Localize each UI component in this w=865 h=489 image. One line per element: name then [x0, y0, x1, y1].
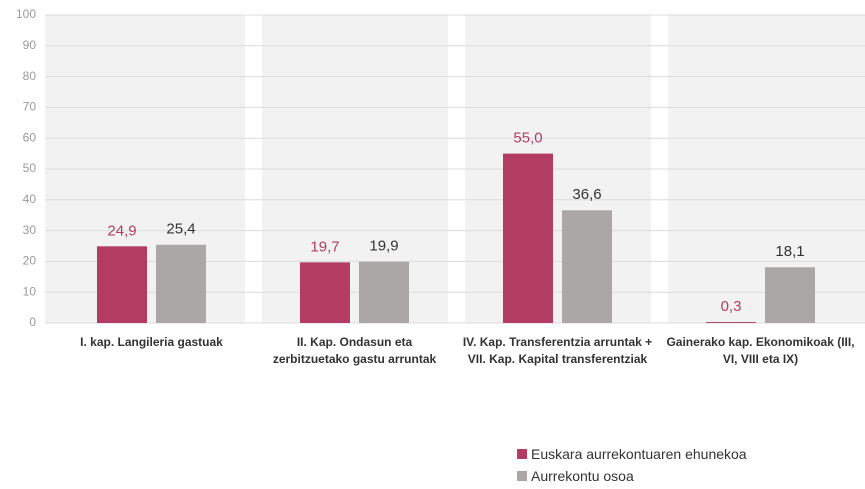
y-tick-label: 20: [23, 254, 37, 268]
x-tick-label: I. kap. Langileria gastuak: [80, 335, 223, 349]
y-tick-label: 90: [23, 38, 37, 52]
data-label: 0,3: [721, 298, 742, 315]
y-tick-label: 0: [29, 315, 36, 329]
y-tick-label: 10: [23, 284, 37, 298]
bar: [562, 210, 612, 323]
y-tick-label: 100: [16, 7, 36, 21]
legend-label: Euskara aurrekontuaren ehunekoa: [531, 446, 747, 462]
y-tick-label: 50: [23, 161, 37, 175]
bar: [300, 262, 350, 323]
bar: [156, 244, 206, 323]
data-label: 18,1: [775, 243, 804, 260]
legend-swatch: [517, 471, 527, 481]
x-tick-label: II. Kap. Ondasun eta zerbitzuetako gastu…: [272, 335, 437, 366]
bar: [765, 267, 815, 323]
data-label: 19,7: [310, 238, 339, 255]
y-tick-label: 30: [23, 223, 37, 237]
data-label: 25,4: [166, 221, 195, 238]
bar: [706, 322, 756, 323]
bar: [359, 261, 409, 323]
y-tick-label: 60: [23, 130, 37, 144]
legend-swatch: [517, 449, 527, 459]
y-tick-label: 70: [23, 100, 37, 114]
legend-label: Aurrekontu osoa: [531, 468, 634, 484]
x-tick-label: Gainerako kap. Ekonomikoak (III, VI, VII…: [666, 335, 855, 366]
y-tick-label: 40: [23, 192, 37, 206]
bar: [97, 246, 147, 323]
y-tick-label: 80: [23, 69, 37, 83]
legend-item: Euskara aurrekontuaren ehunekoa: [517, 446, 747, 462]
data-label: 24,9: [107, 222, 136, 239]
data-label: 36,6: [572, 186, 601, 203]
legend-item: Aurrekontu osoa: [517, 468, 634, 484]
data-label: 55,0: [513, 130, 542, 147]
bar: [503, 153, 553, 323]
x-tick-label: IV. Kap. Transferentzia arruntak + VII. …: [462, 335, 653, 366]
data-label: 19,9: [369, 238, 398, 255]
